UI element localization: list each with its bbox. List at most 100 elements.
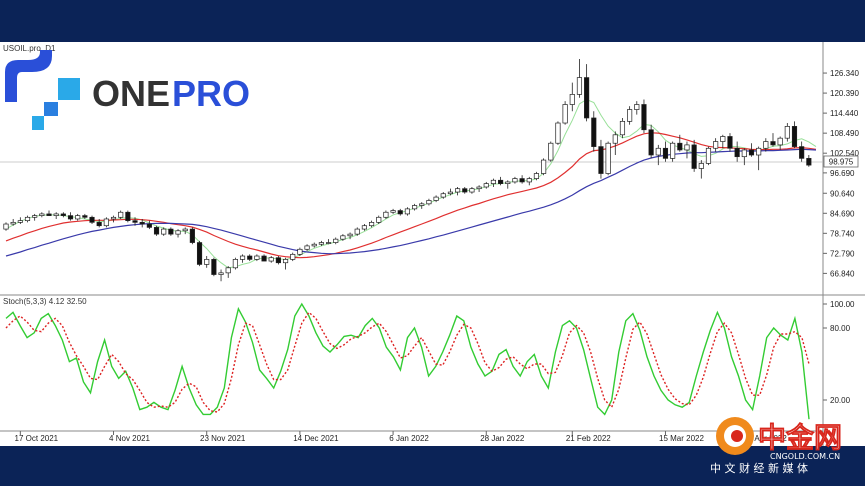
candle-body <box>648 129 654 156</box>
candle <box>806 155 812 167</box>
candle <box>311 242 317 248</box>
candle <box>153 225 160 236</box>
candle <box>282 257 289 270</box>
candle <box>648 124 654 159</box>
candle <box>89 215 95 225</box>
date-axis: 17 Oct 2021 4 Nov 2021 23 Nov 2021 14 Dec 2… <box>15 431 787 443</box>
candle <box>799 141 805 162</box>
candle-body <box>182 228 188 232</box>
current-price-badge <box>823 155 859 168</box>
candle <box>361 224 367 231</box>
candle <box>476 185 482 193</box>
candle-body <box>189 228 195 243</box>
date-tick-label: 23 Nov 2021 <box>200 434 246 443</box>
candle-body <box>713 141 719 149</box>
candle-body <box>806 158 812 166</box>
candle <box>211 257 217 277</box>
candle <box>146 220 152 230</box>
candle <box>261 254 267 262</box>
stoch-d-line <box>5 311 810 413</box>
candle-body <box>376 216 382 223</box>
candle-body <box>139 221 145 225</box>
stoch-tick-label: 20.00 <box>830 396 851 405</box>
candle <box>24 215 31 223</box>
candle <box>512 176 518 184</box>
date-tick-label: 6 Jan 2022 <box>389 434 429 443</box>
candle <box>777 136 783 150</box>
candle-body <box>10 221 16 225</box>
candle <box>627 106 633 125</box>
candle <box>325 239 332 245</box>
candle <box>555 121 561 145</box>
candle <box>684 141 690 159</box>
candle-body <box>325 242 332 244</box>
candle-body <box>254 255 260 260</box>
stoch-tick-label: 100.00 <box>830 300 855 309</box>
candle <box>562 101 568 125</box>
candle <box>791 121 798 149</box>
chart-svg: 126.340 120.390 114.440 108.490 102.540 96.69… <box>0 42 865 446</box>
candle-body <box>576 77 583 95</box>
candle-body <box>275 257 281 264</box>
candle <box>96 218 102 228</box>
date-tick-label: 15 Mar 2022 <box>659 434 704 443</box>
candle <box>713 138 719 152</box>
candle-body <box>455 188 461 193</box>
candle-body <box>447 191 453 195</box>
candle-body <box>727 136 733 149</box>
logo-text-one: ONE <box>92 73 170 114</box>
candle-body <box>748 149 755 156</box>
candle <box>67 212 74 221</box>
candle <box>569 82 575 112</box>
candle <box>698 160 704 179</box>
candle-body <box>196 242 203 265</box>
candle-body <box>662 147 669 159</box>
candle <box>340 234 346 241</box>
candles <box>3 59 812 282</box>
candle-body <box>132 220 138 223</box>
candle <box>390 208 396 214</box>
candle-body <box>282 259 289 264</box>
stoch-k-line <box>5 302 810 420</box>
candle-body <box>777 137 783 146</box>
candle <box>204 256 210 268</box>
candle-body <box>548 142 554 161</box>
candle-body <box>412 205 418 210</box>
current-price-value: 98.975 <box>829 158 854 167</box>
logo-small-square-icon <box>44 102 58 116</box>
candle <box>784 123 790 142</box>
candle-body <box>419 203 425 206</box>
candle <box>383 210 389 219</box>
candle-body <box>204 259 210 265</box>
candle-body <box>397 210 403 215</box>
candle-body <box>333 238 339 243</box>
date-tick-label: 17 Oct 2021 <box>15 434 59 443</box>
candle <box>720 134 726 149</box>
price-tick-label: 126.340 <box>830 69 859 78</box>
bottom-frame <box>0 446 865 486</box>
candle-body <box>261 255 267 262</box>
symbol-label: USOIL.pro, D1 <box>3 44 56 53</box>
candle <box>584 64 590 122</box>
candle <box>426 198 432 206</box>
candle <box>591 111 597 152</box>
candle-body <box>318 242 324 245</box>
candle-body <box>53 213 59 216</box>
candle-body <box>741 149 747 158</box>
candle-body <box>297 248 303 255</box>
price-tick-label: 84.690 <box>830 209 855 218</box>
candle-body <box>526 178 532 183</box>
candle-body <box>569 94 575 105</box>
candle-body <box>347 233 353 237</box>
candle-body <box>161 228 167 235</box>
candle-body <box>175 230 181 235</box>
candle-body <box>354 228 360 235</box>
candle <box>60 212 66 218</box>
candle <box>447 188 453 196</box>
candle <box>232 257 238 270</box>
candle-body <box>619 120 626 136</box>
chart-panel: 126.340 120.390 114.440 108.490 102.540 96.69… <box>0 42 865 446</box>
date-tick-label: 6 Apr 2022 <box>748 434 787 443</box>
candle <box>347 232 353 240</box>
candle-body <box>290 253 296 260</box>
